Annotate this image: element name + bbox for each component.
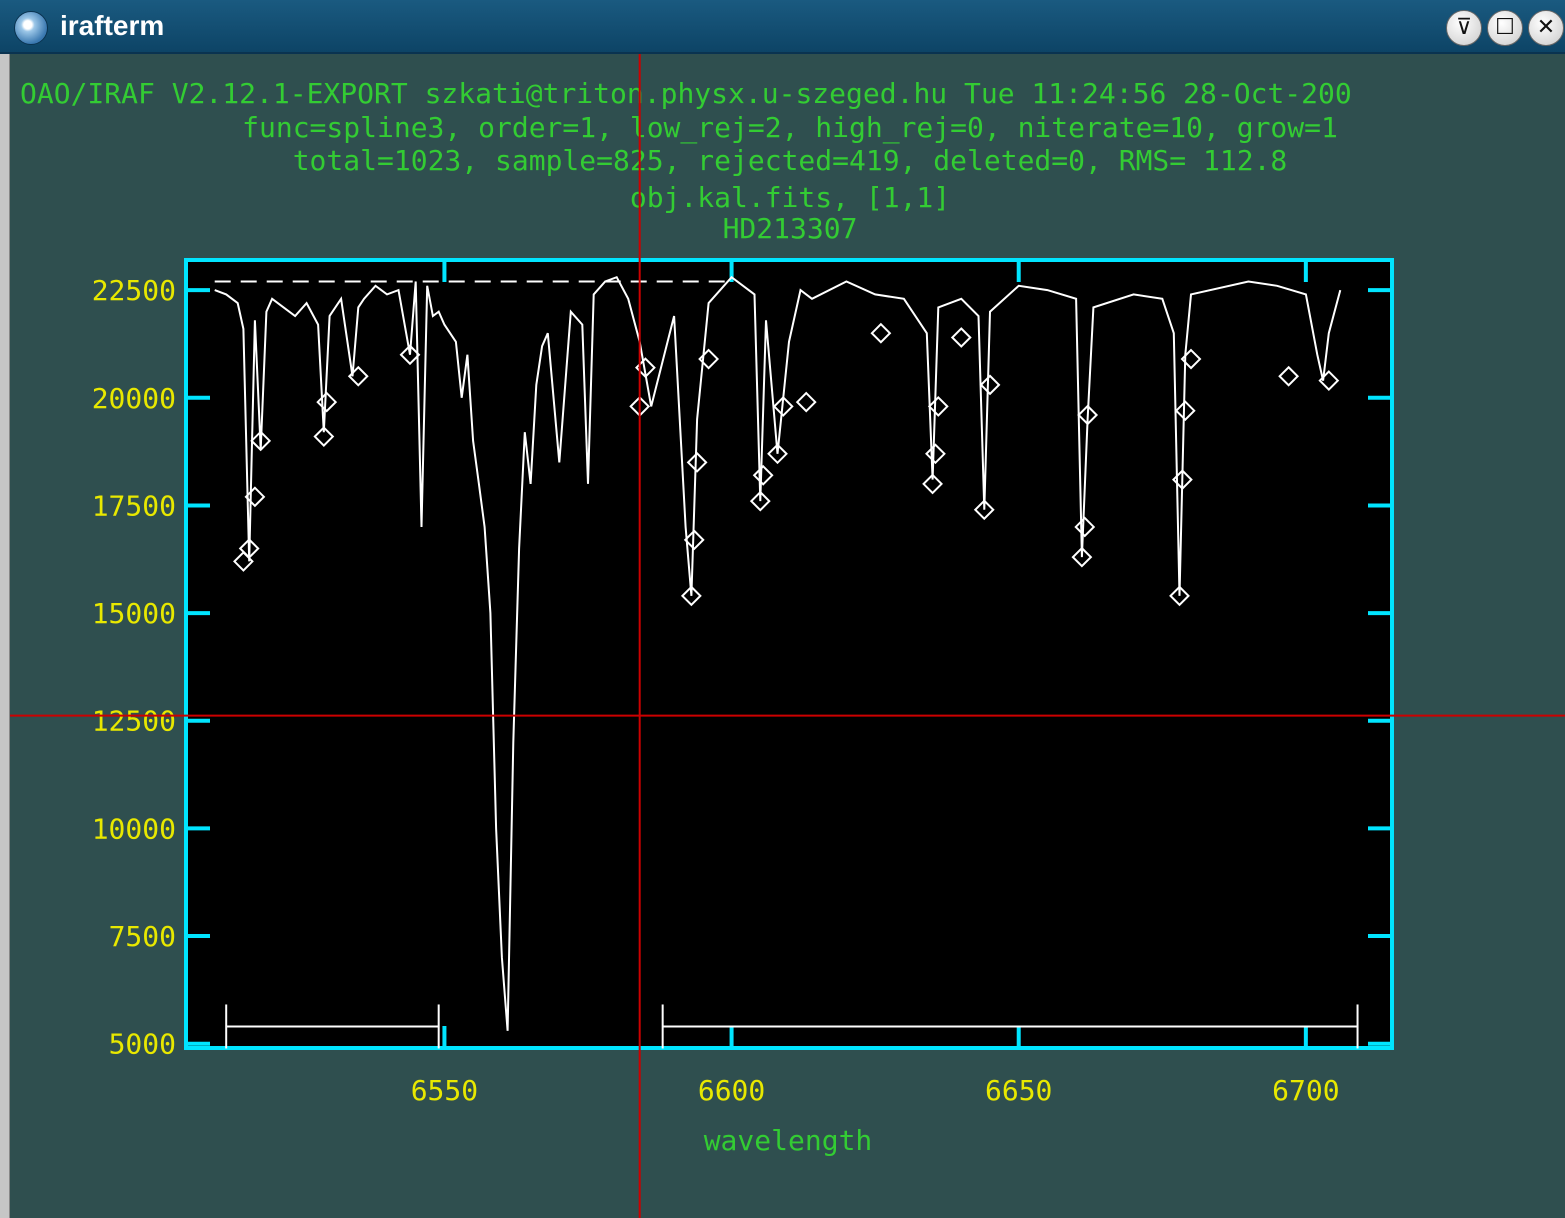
window-title: irafterm <box>60 10 165 41</box>
rejected-point-marker <box>870 322 892 344</box>
y-tick-label: 10000 <box>92 812 176 845</box>
header-line-2: func=spline3, order=1, low_rej=2, high_r… <box>242 111 1338 145</box>
crosshair-cursor <box>10 54 1565 1218</box>
data-series <box>214 275 1359 1049</box>
header-line-4: obj.kal.fits, [1,1] <box>630 181 950 214</box>
rejected-point-marker <box>316 391 338 413</box>
rejected-point-marker <box>347 365 369 387</box>
title-bar[interactable]: irafterm ⊽ ☐ ✕ <box>0 0 1565 54</box>
window-border <box>0 54 10 1218</box>
rejected-point-marker <box>1169 585 1190 607</box>
y-tick-label: 12500 <box>92 705 176 738</box>
spectrum-line <box>214 275 1342 1031</box>
y-tick-label: 22500 <box>92 274 176 307</box>
rejected-point-marker <box>313 426 335 447</box>
rejected-point-marker <box>973 499 995 521</box>
rejected-point-marker <box>399 344 421 366</box>
y-tick-label: 17500 <box>92 489 176 522</box>
app-icon <box>14 11 48 45</box>
x-tick-label: 6700 <box>1272 1074 1339 1107</box>
rejected-point-marker <box>925 443 946 465</box>
rejected-point-marker <box>752 464 774 486</box>
rejected-point-marker <box>244 486 266 508</box>
header-line-3: total=1023, sample=825, rejected=419, de… <box>293 144 1288 177</box>
rejected-point-marker <box>927 395 949 417</box>
x-tick-label: 6650 <box>985 1074 1052 1107</box>
rejected-point-marker <box>238 538 260 559</box>
x-ticks: 6550 6600 6650 6700 <box>411 260 1340 1107</box>
rejected-point-marker <box>979 374 1001 396</box>
rejected-point-marker <box>1071 546 1093 568</box>
rejected-point-marker <box>1278 365 1300 387</box>
rejected-point-marker <box>1180 348 1202 370</box>
rejected-point-marker <box>1318 370 1340 391</box>
x-tick-label: 6550 <box>411 1074 478 1107</box>
header-line-5: HD213307 <box>723 212 858 245</box>
rejected-point-marker <box>795 391 817 413</box>
rejected-point-marker <box>1174 400 1196 422</box>
rejected-point-marker <box>683 529 705 551</box>
maximize-button[interactable]: ☐ <box>1487 10 1523 46</box>
rejected-point-marker <box>767 443 788 465</box>
minimize-button[interactable]: ⊽ <box>1446 10 1482 46</box>
y-tick-label: 20000 <box>92 382 176 415</box>
close-button[interactable]: ✕ <box>1528 10 1564 46</box>
rejected-point-marker <box>250 430 272 452</box>
y-tick-label: 15000 <box>92 597 176 630</box>
x-axis-label: wavelength <box>704 1124 873 1157</box>
rejected-point-marker <box>950 327 972 348</box>
y-ticks: 5000 7500 10000 12500 15000 17500 20000 22500 <box>92 274 1392 1061</box>
rejected-point-marker <box>1077 404 1099 426</box>
rejected-point-marker <box>749 490 771 512</box>
plot-area[interactable] <box>184 258 1394 1050</box>
y-tick-label: 5000 <box>109 1028 176 1061</box>
rejected-point-marker <box>772 395 794 417</box>
x-tick-label: 6600 <box>698 1074 765 1107</box>
rejected-point-marker <box>698 348 720 370</box>
rejected-point-marker <box>922 473 943 495</box>
rejected-point-marker <box>686 451 708 473</box>
rejected-point-marker <box>1171 469 1193 491</box>
rejected-point-marker <box>680 585 702 607</box>
y-tick-label: 7500 <box>109 920 176 953</box>
rejected-point-marker <box>1074 516 1096 538</box>
header-line-1: OAO/IRAF V2.12.1-EXPORT szkati@triton.ph… <box>20 77 1352 110</box>
